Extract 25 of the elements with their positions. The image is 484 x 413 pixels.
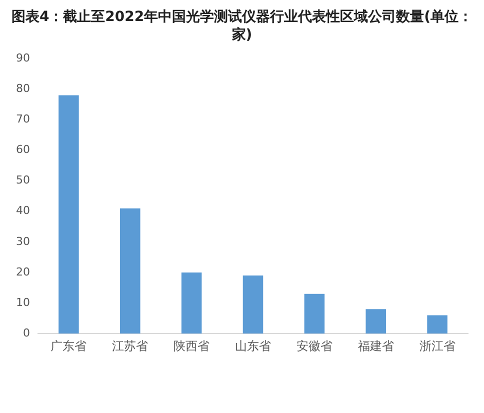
y-tick-label: 70: [16, 112, 30, 126]
y-tick-label: 40: [16, 204, 30, 218]
x-tick-label: 陕西省: [174, 338, 210, 353]
bar: [304, 294, 325, 334]
x-tick-label: 山东省: [235, 338, 271, 353]
y-tick-label: 60: [16, 143, 30, 156]
bar: [366, 309, 386, 334]
y-tick-label: 10: [16, 296, 30, 309]
x-tick-label: 安徽省: [296, 338, 332, 353]
bar: [120, 208, 140, 334]
y-tick-label: 80: [16, 82, 30, 96]
chart-title: 图表4：截止至2022年中国光学测试仪器行业代表性区域公司数量(单位：家): [10, 8, 474, 44]
x-tick-label: 江苏省: [112, 338, 148, 353]
y-tick-label: 50: [16, 174, 30, 187]
x-tick-label: 浙江省: [419, 338, 456, 353]
bar: [427, 315, 448, 334]
y-tick-label: 30: [16, 234, 30, 248]
y-tick-label: 90: [16, 51, 30, 64]
bar: [181, 272, 202, 334]
bar: [242, 276, 264, 334]
x-tick-label: 广东省: [50, 338, 87, 353]
y-tick-label: 20: [16, 265, 30, 278]
bar: [58, 95, 79, 334]
x-tick-label: 福建省: [358, 338, 394, 353]
y-tick-label: 0: [22, 326, 30, 340]
